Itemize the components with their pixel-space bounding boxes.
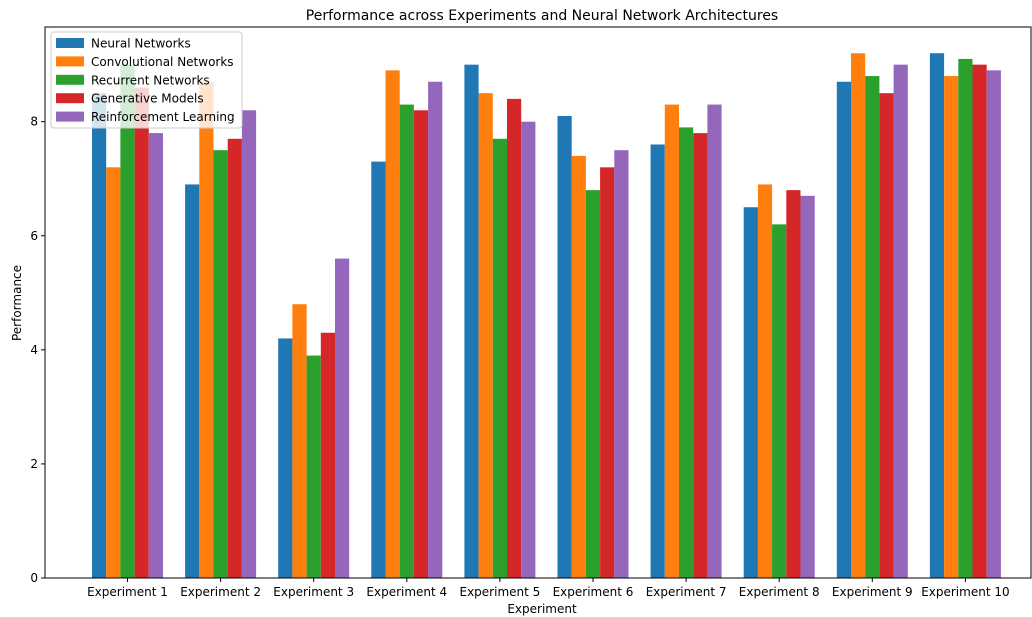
bar-3-1 bbox=[120, 64, 135, 578]
bar-4-8 bbox=[786, 190, 801, 578]
legend-swatch-2 bbox=[56, 56, 84, 67]
x-tick-label-10: Experiment 10 bbox=[921, 585, 1009, 599]
legend-swatch-4 bbox=[56, 93, 84, 104]
plot-frame bbox=[44, 26, 1032, 579]
bar-5-6 bbox=[614, 150, 629, 578]
x-axis-label: Experiment bbox=[507, 602, 577, 616]
bar-4-9 bbox=[879, 93, 894, 579]
bar-2-3 bbox=[292, 304, 307, 578]
x-tick-label-8: Experiment 8 bbox=[739, 585, 820, 599]
chart-title: Performance across Experiments and Neura… bbox=[306, 8, 778, 24]
bar-4-3 bbox=[320, 332, 335, 578]
bar-5-4 bbox=[428, 81, 443, 578]
bar-2-4 bbox=[385, 70, 400, 578]
bar-5-2 bbox=[241, 110, 257, 578]
x-tick-label-3: Experiment 3 bbox=[273, 585, 354, 599]
bar-4-7 bbox=[693, 133, 708, 578]
bars-group bbox=[92, 53, 1001, 579]
bar-3-10 bbox=[958, 58, 973, 578]
bar-5-10 bbox=[986, 70, 1001, 578]
bar-1-8 bbox=[743, 207, 758, 579]
legend-box bbox=[50, 31, 243, 129]
bar-4-6 bbox=[600, 167, 615, 578]
bar-4-1 bbox=[134, 87, 149, 579]
legend-swatch-5 bbox=[56, 111, 84, 122]
bar-1-2 bbox=[185, 184, 200, 578]
y-axis-label: Performance bbox=[10, 265, 24, 341]
bar-4-2 bbox=[227, 138, 242, 579]
bar-2-7 bbox=[664, 104, 679, 578]
x-tick-label-7: Experiment 7 bbox=[646, 585, 727, 599]
bar-3-3 bbox=[306, 355, 321, 578]
legend: Neural Networks Convolutional Networks Rec… bbox=[50, 31, 243, 129]
bar-1-10 bbox=[929, 53, 945, 579]
bar-4-5 bbox=[507, 98, 522, 579]
y-tick-label-1: 0 bbox=[30, 571, 38, 585]
bar-5-1 bbox=[148, 133, 163, 578]
bar-3-7 bbox=[679, 127, 694, 578]
bar-1-5 bbox=[464, 64, 479, 578]
bar-3-4 bbox=[399, 104, 414, 578]
x-axis-ticks: Experiment 1 Experiment 2 Experiment 3 Expe… bbox=[87, 578, 1010, 599]
legend-label-5: Reinforcement Learning bbox=[91, 110, 235, 124]
bar-1-3 bbox=[278, 338, 293, 578]
bar-1-1 bbox=[92, 93, 107, 579]
bar-4-10 bbox=[972, 64, 987, 578]
y-tick-label-3: 4 bbox=[30, 343, 38, 357]
bar-1-9 bbox=[836, 81, 851, 578]
legend-swatch-3 bbox=[56, 74, 84, 85]
y-axis-ticks: 0 2 4 6 8 bbox=[30, 115, 45, 585]
legend-label-4: Generative Models bbox=[91, 92, 204, 106]
bar-2-6 bbox=[571, 155, 586, 578]
bar-3-6 bbox=[585, 190, 601, 578]
bar-5-3 bbox=[335, 258, 350, 578]
bar-2-1 bbox=[106, 167, 121, 578]
legend-label-3: Recurrent Networks bbox=[91, 73, 210, 87]
x-tick-label-1: Experiment 1 bbox=[87, 585, 168, 599]
legend-label-2: Convolutional Networks bbox=[91, 55, 234, 69]
bar-4-4 bbox=[413, 110, 429, 578]
bar-2-2 bbox=[199, 81, 214, 578]
bar-1-4 bbox=[371, 161, 386, 579]
x-tick-label-5: Experiment 5 bbox=[460, 585, 541, 599]
legend-items: Neural Networks Convolutional Networks Rec… bbox=[56, 37, 235, 124]
bar-5-5 bbox=[521, 121, 536, 578]
bar-1-7 bbox=[650, 144, 665, 578]
bar-1-6 bbox=[557, 115, 572, 578]
legend-label-1: Neural Networks bbox=[91, 37, 191, 51]
y-tick-label-4: 6 bbox=[30, 229, 38, 243]
x-tick-label-6: Experiment 6 bbox=[553, 585, 634, 599]
bar-5-7 bbox=[707, 104, 722, 578]
y-tick-label-5: 8 bbox=[30, 115, 38, 129]
legend-swatch-1 bbox=[56, 38, 84, 48]
y-tick-label-2: 2 bbox=[30, 457, 38, 471]
bar-3-9 bbox=[865, 76, 880, 579]
bar-5-8 bbox=[800, 195, 815, 578]
bar-5-9 bbox=[893, 64, 908, 578]
bar-2-10 bbox=[944, 76, 959, 579]
bar-2-5 bbox=[478, 93, 493, 579]
bar-3-2 bbox=[213, 150, 228, 578]
bar-3-5 bbox=[492, 138, 507, 579]
bar-2-9 bbox=[851, 53, 866, 579]
x-tick-label-9: Experiment 9 bbox=[832, 585, 913, 599]
bar-2-8 bbox=[757, 184, 773, 578]
x-tick-label-2: Experiment 2 bbox=[180, 585, 261, 599]
x-tick-label-4: Experiment 4 bbox=[366, 585, 447, 599]
bar-3-8 bbox=[772, 224, 787, 579]
